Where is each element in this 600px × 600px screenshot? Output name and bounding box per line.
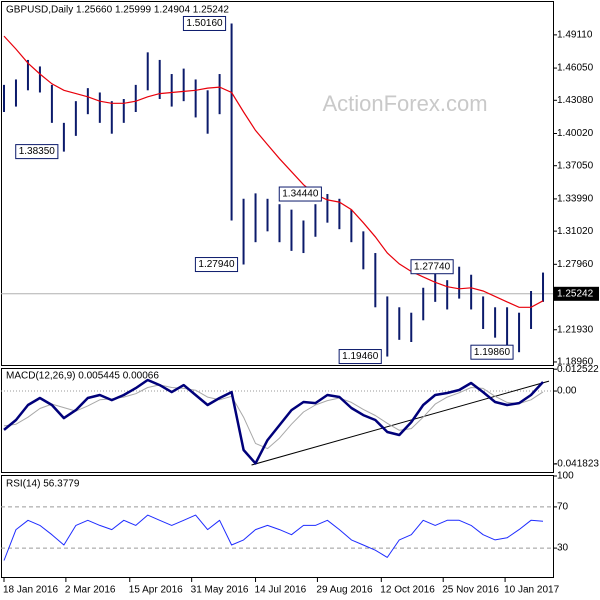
annotation-box <box>470 344 514 360</box>
indicator-line <box>3 384 544 450</box>
last-price-label: 1.25242 <box>557 288 594 299</box>
annotation-label: 1.19860 <box>474 347 511 358</box>
annotation-box <box>194 257 239 273</box>
macd-panel <box>1 368 554 473</box>
annotation-box <box>338 349 382 365</box>
last-price-box <box>553 286 599 301</box>
annotation-label: 1.38350 <box>19 146 56 157</box>
indicator-line <box>3 378 544 465</box>
annotation-box <box>15 144 59 160</box>
y-tick-label: 1.21930 <box>557 324 594 335</box>
rsi-panel <box>1 475 554 578</box>
x-tick-label: 29 Aug 2016 <box>316 585 373 596</box>
y-tick-label: 1.46050 <box>557 63 594 74</box>
y-tick-label: 30 <box>557 543 569 554</box>
x-tick-label: 18 Jan 2016 <box>3 585 58 596</box>
y-tick-label: 1.43080 <box>557 95 594 106</box>
annotation-label: 1.27740 <box>414 261 451 272</box>
trendline <box>251 380 550 466</box>
y-tick-label: 70 <box>557 502 569 513</box>
annotation-box <box>182 15 227 31</box>
y-tick-label: 1.31020 <box>557 226 594 237</box>
price-panel <box>1 1 554 366</box>
x-tick-label: 12 Oct 2016 <box>380 585 435 596</box>
y-tick-label: 1.18960 <box>557 357 594 368</box>
y-tick-label: 0.012522 <box>557 364 599 375</box>
y-tick-label: 100 <box>557 471 574 482</box>
panel-title: GBPUSD,Daily 1.25660 1.25999 1.24904 1.2… <box>6 5 229 16</box>
y-tick-label: -0.041823 <box>554 459 599 470</box>
x-tick-label: 14 Jul 2016 <box>255 585 307 596</box>
annotation-label: 1.19460 <box>342 351 379 362</box>
x-tick-label: 2 Mar 2016 <box>65 585 116 596</box>
x-tick-label: 25 Nov 2016 <box>442 585 499 596</box>
panel-title: RSI(14) 56.3779 <box>6 479 80 490</box>
indicator-line <box>3 514 544 561</box>
annotation-label: 1.34440 <box>282 189 319 200</box>
y-tick-label: 1.49110 <box>557 30 593 41</box>
y-tick-label: 1.37050 <box>557 160 594 171</box>
moving-average <box>3 35 544 308</box>
x-tick-label: 31 May 2016 <box>191 585 249 596</box>
y-tick-label: 1.27960 <box>557 259 594 270</box>
annotation-label: 1.50160 <box>186 18 223 29</box>
y-tick-label: 0.00 <box>557 386 577 397</box>
x-tick-label: 15 Apr 2016 <box>129 585 183 596</box>
annotation-box <box>278 186 322 202</box>
annotation-label: 1.27940 <box>198 259 235 270</box>
x-tick-label: 10 Jan 2017 <box>504 585 559 596</box>
annotation-box <box>410 259 454 275</box>
panel-title: MACD(12,26,9) 0.005445 0.00066 <box>6 371 159 382</box>
watermark: ActionForex.com <box>322 91 487 116</box>
y-tick-label: 1.33990 <box>557 194 594 205</box>
y-tick-label: 1.40020 <box>557 128 594 139</box>
